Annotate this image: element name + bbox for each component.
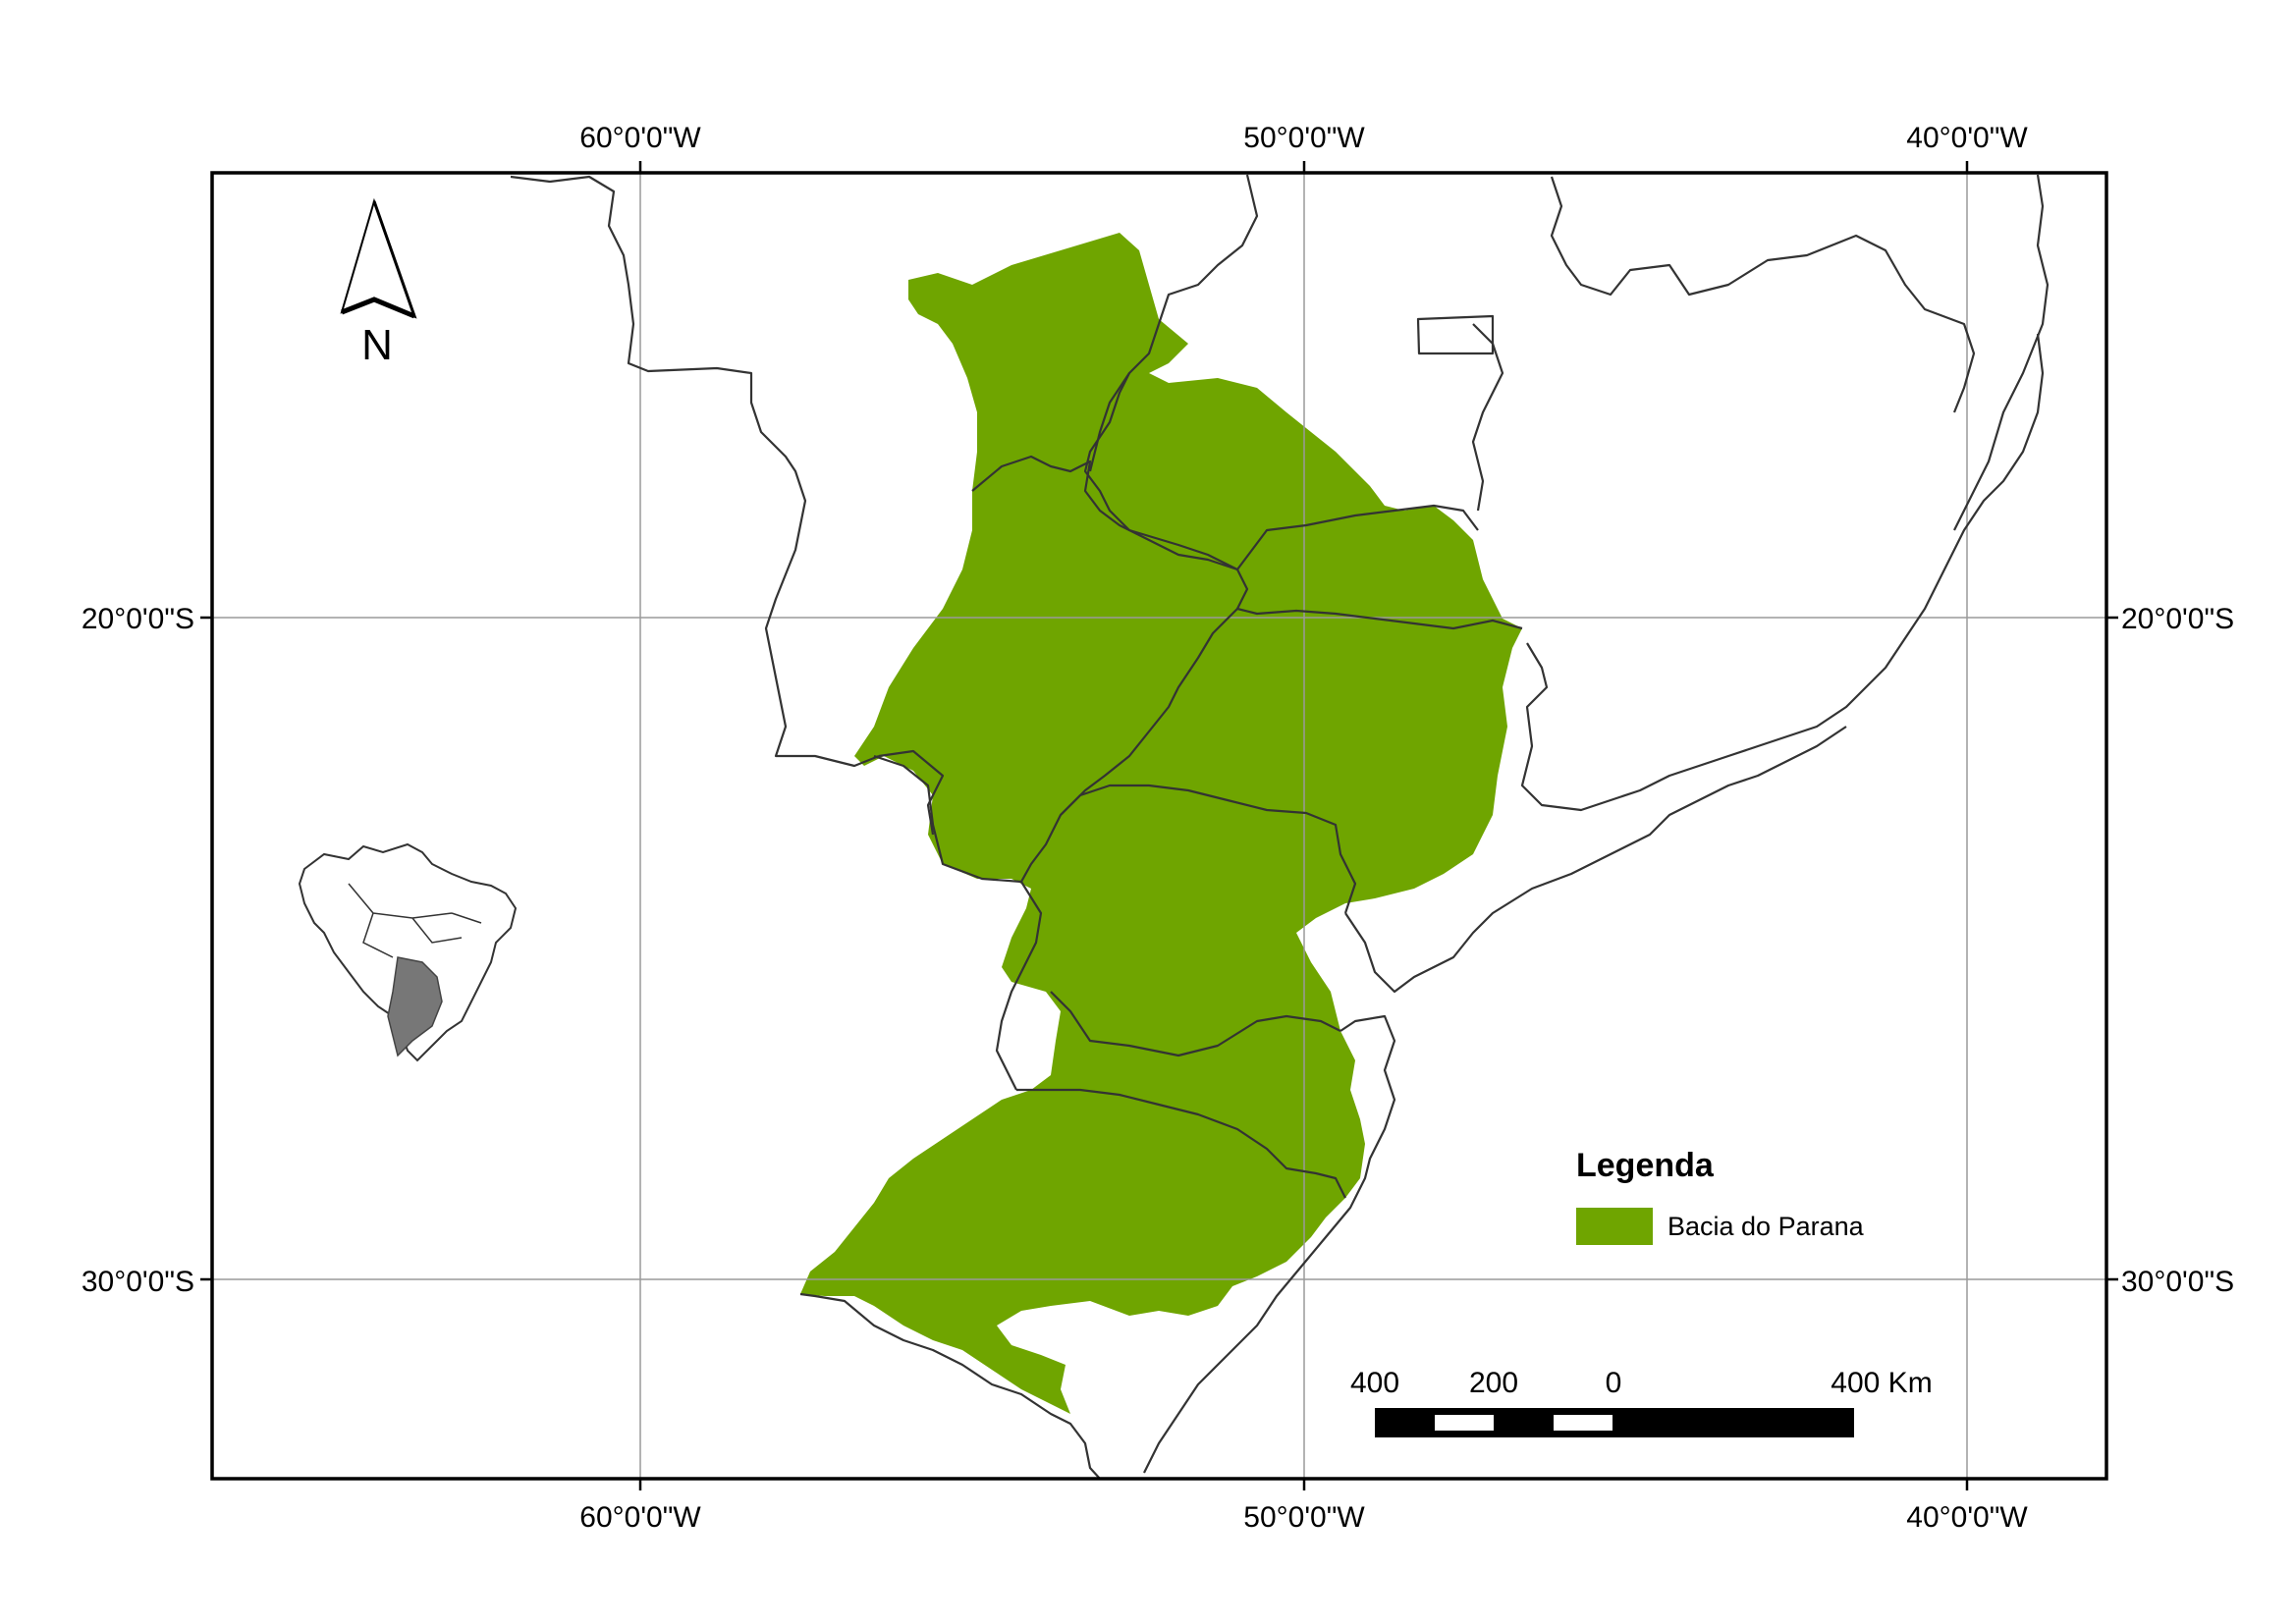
lon-label-top-60w: 60°0'0"W [579, 122, 701, 154]
scale-label-200: 200 [1469, 1367, 1518, 1399]
lon-label-top-50w: 50°0'0"W [1243, 122, 1365, 154]
lat-label-right-30s: 30°0'0"S [2121, 1266, 2234, 1298]
brazil-locator-icon [298, 842, 518, 1062]
scale-label-0: 0 [1606, 1367, 1622, 1399]
lat-label-left-20s: 20°0'0"S [82, 603, 194, 635]
lon-label-bottom-50w: 50°0'0"W [1243, 1501, 1365, 1534]
lon-label-bottom-40w: 40°0'0"W [1906, 1501, 2028, 1534]
legend-title: Legenda [1576, 1147, 1715, 1184]
north-arrow: N [340, 197, 417, 369]
scale-label-400-km: 400 Km [1831, 1367, 1932, 1399]
frame-ticks [200, 161, 2118, 1490]
scale-bar: 400 200 0 400 Km [1350, 1367, 1933, 1437]
lat-label-right-20s: 20°0'0"S [2121, 603, 2234, 635]
parana-basin-area [800, 233, 1522, 1414]
scale-label-400-left: 400 [1350, 1367, 1399, 1399]
lon-label-bottom-60w: 60°0'0"W [579, 1501, 701, 1534]
north-label: N [361, 321, 393, 369]
lat-label-left-30s: 30°0'0"S [82, 1266, 194, 1298]
lon-label-top-40w: 40°0'0"W [1906, 122, 2028, 154]
map-frame [210, 171, 2108, 1481]
map-body: N Legenda Bacia do Parana 400 200 0 400 … [212, 173, 2106, 1479]
legend-swatch-bacia [1576, 1208, 1653, 1245]
brazil-inset-map [298, 842, 518, 1062]
political-borders [510, 174, 2050, 1479]
legend-label-bacia: Bacia do Parana [1667, 1212, 1865, 1241]
legend: Legenda Bacia do Parana [1576, 1147, 1865, 1245]
